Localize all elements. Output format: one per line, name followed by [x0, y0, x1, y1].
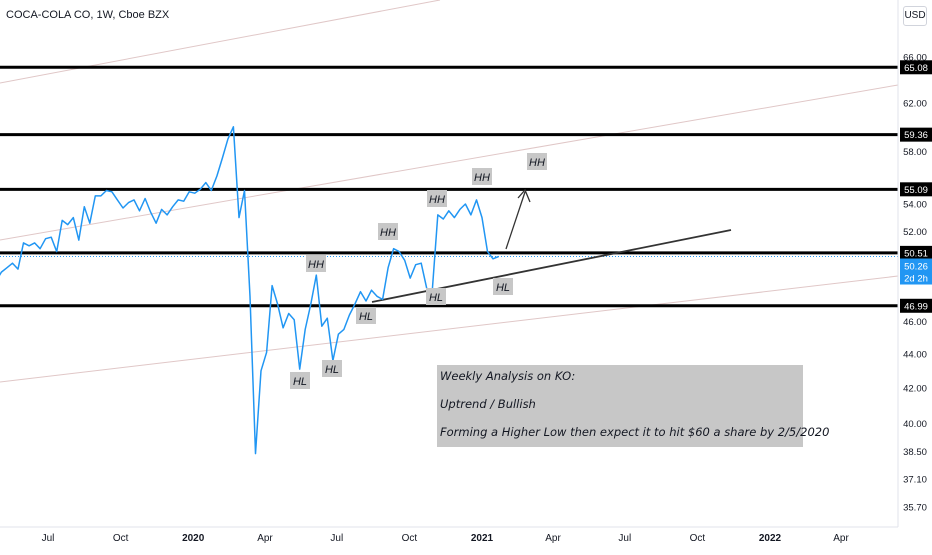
- pattern-label-4: HH: [527, 153, 547, 170]
- pattern-label-2: HH: [427, 190, 447, 207]
- pattern-label-0: HH: [306, 255, 326, 272]
- pattern-label-6: HL: [322, 360, 342, 377]
- time-tick-label-2: 2020: [182, 533, 205, 544]
- upper-channel-line: [0, 0, 441, 84]
- pattern-label-box: [527, 153, 547, 170]
- pattern-label-box: [290, 372, 310, 389]
- note-line-trend: Uptrend / Bullish: [440, 397, 536, 411]
- pattern-label-5: HL: [290, 372, 310, 389]
- lower-channel-line: [0, 275, 899, 383]
- price-tick-label-9: 38.50: [903, 447, 927, 458]
- pattern-label-8: HL: [426, 288, 446, 305]
- time-tick-label-1: Oct: [113, 533, 129, 544]
- level-badge-label-2: 55.09: [904, 185, 928, 196]
- pattern-label-box: [472, 168, 492, 185]
- price-tick-label-10: 37.10: [903, 474, 927, 485]
- level-badge-label-1: 59.36: [904, 130, 928, 141]
- level-badge-label-4: 46.99: [904, 301, 928, 312]
- pattern-label-text: HL: [429, 292, 443, 304]
- price-tick-label-4: 52.00: [903, 227, 927, 238]
- horizontal-levels: [0, 65, 898, 308]
- level-badge-3: [900, 245, 932, 260]
- note-line-title: Weekly Analysis on KO:: [440, 369, 576, 383]
- pattern-label-7: HL: [356, 307, 376, 324]
- projection-arrow-head: [517, 188, 531, 203]
- pattern-label-text: HH: [474, 172, 490, 184]
- pattern-label-box: [493, 278, 513, 295]
- price-tick-label-1: 62.00: [903, 98, 927, 109]
- channel-lines: [0, 0, 899, 383]
- pattern-label-9: HL: [493, 278, 513, 295]
- price-tick-label-0: 66.00: [903, 53, 927, 64]
- price-tick-label-2: 58.00: [903, 147, 927, 158]
- level-badge-1: [900, 127, 932, 142]
- pattern-label-text: HL: [293, 376, 307, 388]
- time-tick-label-6: 2021: [471, 533, 494, 544]
- time-tick-label-5: Oct: [402, 533, 418, 544]
- time-tick-label-3: Apr: [257, 533, 273, 544]
- time-tick-label-9: Oct: [690, 533, 706, 544]
- price-tick-label-11: 35.70: [903, 503, 927, 514]
- time-tick-label-10: 2022: [759, 533, 782, 544]
- pattern-label-text: HH: [308, 259, 324, 271]
- pattern-label-box: [306, 255, 326, 272]
- pattern-label-box: [378, 223, 398, 240]
- pattern-label-box: [426, 288, 446, 305]
- note-line-forecast: Forming a Higher Low then expect it to h…: [440, 425, 830, 439]
- pattern-labels: HH HH HH HH HH HL HL HL HL HL: [290, 153, 547, 389]
- time-tick-label-7: Apr: [545, 533, 561, 544]
- time-tick-label-4: Jul: [330, 533, 343, 544]
- price-axis[interactable]: 66.00 62.00 58.00 54.00 52.00 46.00 44.00 42.00…: [897, 0, 932, 550]
- time-axis[interactable]: Jul Oct 2020 Apr Jul Oct 2021 Apr Jul Oct 2022 Apr: [0, 526, 898, 544]
- projection-arrow-shaft: [505, 191, 526, 250]
- pattern-label-box: [427, 190, 447, 207]
- last-price-label: 50.26: [904, 262, 928, 273]
- level-badge-label-3: 50.51: [904, 248, 928, 259]
- price-line-series-0: [0, 126, 499, 455]
- price-tick-label-5: 46.00: [903, 317, 927, 328]
- time-tick-label-11: Apr: [833, 533, 849, 544]
- price-tick-label-3: 54.00: [903, 199, 927, 210]
- price-series: [0, 126, 499, 455]
- currency-button[interactable]: USD: [903, 6, 927, 26]
- pattern-label-text: HL: [496, 282, 510, 294]
- level-badge-4: [900, 298, 932, 313]
- price-tick-label-8: 40.00: [903, 419, 927, 430]
- pattern-label-text: HH: [380, 227, 396, 239]
- pattern-label-text: HH: [429, 194, 445, 206]
- analysis-note: Weekly Analysis on KO: Uptrend / Bullish…: [437, 365, 829, 447]
- level-badge-label-0: 65.08: [904, 63, 928, 74]
- time-tick-label-0: Jul: [42, 533, 55, 544]
- price-tick-label-6: 44.00: [903, 349, 927, 360]
- pattern-label-text: HH: [529, 157, 545, 169]
- level-badge-2: [900, 182, 932, 197]
- symbol-title: COCA-COLA CO, 1W, Cboe BZX: [6, 9, 170, 21]
- pattern-label-box: [322, 360, 342, 377]
- pattern-label-text: HL: [325, 364, 339, 376]
- pattern-label-1: HH: [378, 223, 398, 240]
- middle-channel-line: [0, 84, 899, 241]
- last-price-badge: [900, 258, 932, 285]
- level-badge-0: [900, 60, 932, 75]
- pattern-label-text: HL: [359, 311, 373, 323]
- last-price-countdown: 2d 2h: [904, 274, 928, 285]
- pattern-label-box: [356, 307, 376, 324]
- price-tick-label-7: 42.00: [903, 383, 927, 394]
- pattern-label-3: HH: [472, 168, 492, 185]
- time-tick-label-8: Jul: [618, 533, 631, 544]
